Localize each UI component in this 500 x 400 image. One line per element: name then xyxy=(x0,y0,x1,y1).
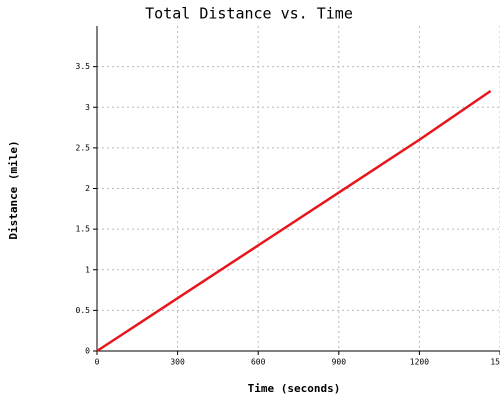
x-tick-label: 0 xyxy=(95,358,100,367)
data-line xyxy=(96,89,492,353)
y-tick-label: 2.5 xyxy=(76,143,91,152)
y-tick-label: 0 xyxy=(85,347,90,356)
x-tick-label: 600 xyxy=(251,358,266,367)
y-tick-label: 3 xyxy=(85,103,90,112)
y-tick-label: 2 xyxy=(85,184,90,193)
y-tick-label: 1 xyxy=(85,265,90,274)
x-axis-label: Time (seconds) xyxy=(248,382,341,395)
y-tick-label: 3.5 xyxy=(76,62,91,71)
x-tick-label: 1200 xyxy=(410,358,429,367)
y-axis-label: Distance (mile) xyxy=(7,140,20,239)
x-tick-label: 1500 xyxy=(490,358,500,367)
y-tick-label: 0.5 xyxy=(76,306,91,315)
x-tick-label: 300 xyxy=(170,358,185,367)
chart-title: Total Distance vs. Time xyxy=(145,5,353,23)
x-tick-label: 900 xyxy=(332,358,347,367)
y-tick-label: 1.5 xyxy=(76,225,91,234)
